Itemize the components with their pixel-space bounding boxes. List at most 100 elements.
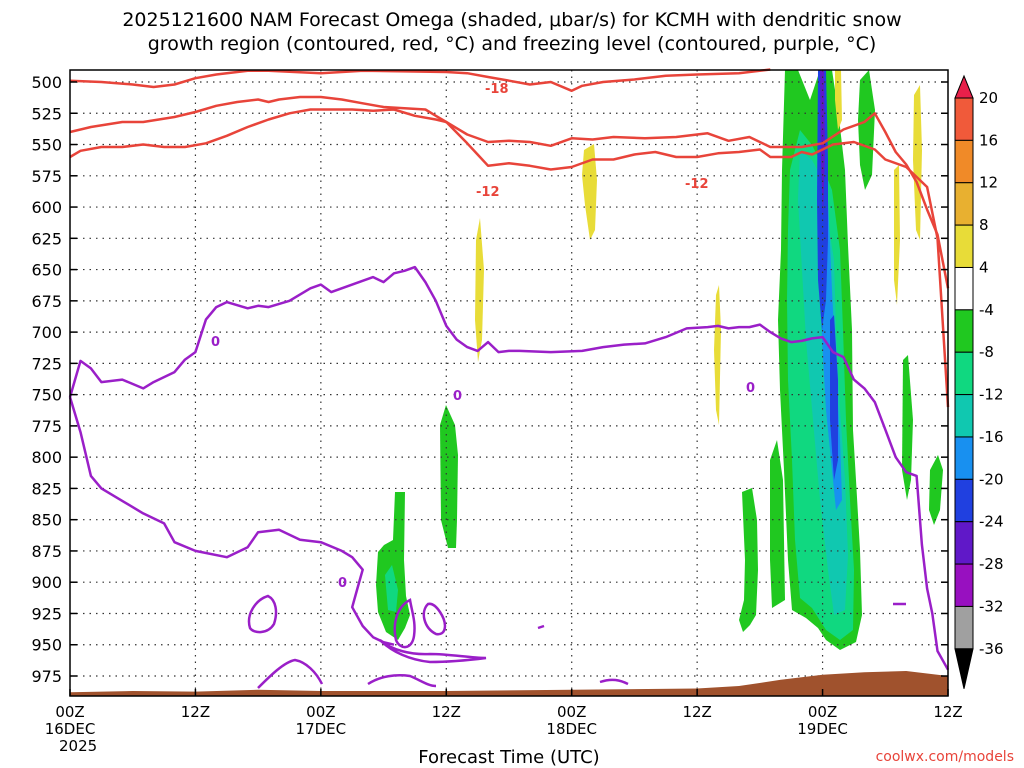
colorbar-swatch-7	[954, 351, 974, 396]
omega-green-region-c	[739, 488, 758, 632]
y-tick-label-600: 600	[31, 198, 62, 217]
colorbar-swatch-6	[954, 309, 974, 353]
colorbar-cap-bottom	[954, 648, 974, 689]
colorbar-label-4: 4	[979, 258, 989, 276]
x-tick-label-time-72: 00Z	[808, 703, 837, 721]
contour-label-minus18: -18	[485, 82, 509, 97]
freezing-level-loop-small-b	[393, 598, 416, 649]
freezing-level-segment-g	[599, 678, 629, 686]
x-tick-label-time-48: 00Z	[557, 703, 586, 721]
omega-yellow-region-f	[913, 85, 922, 240]
freezing-level-loop-small-c	[422, 602, 447, 636]
x-axis-label: Forecast Time (UTC)	[418, 747, 599, 768]
colorbar-swatch-1	[954, 97, 974, 141]
colorbar-label-5: -4	[979, 301, 994, 319]
freezing-level-segment-e	[257, 658, 324, 689]
y-tick-label-525: 525	[31, 104, 62, 123]
y-tick-label-575: 575	[31, 167, 62, 186]
y-tick-label-675: 675	[31, 292, 62, 311]
x-tick-label-time-12: 12Z	[181, 703, 210, 721]
freezing-level-segment-f	[367, 674, 437, 688]
colorbar-label-6: -8	[979, 343, 994, 361]
contour-series-2	[69, 108, 950, 408]
y-tick-label-650: 650	[31, 261, 62, 280]
x-tick-label-time-84: 12Z	[933, 703, 962, 721]
contour-label-zero-d: 0	[338, 576, 347, 591]
omega-green-region-e	[902, 355, 913, 500]
omega-purple-core	[820, 70, 825, 220]
y-tick-label-925: 925	[31, 604, 62, 623]
y-tick-label-800: 800	[31, 448, 62, 467]
y-tick-label-825: 825	[31, 479, 62, 498]
colorbar-swatch-9	[954, 436, 974, 480]
contour-series-1	[69, 95, 950, 289]
contour-label-zero-c: 0	[746, 381, 755, 396]
y-tick-label-850: 850	[31, 511, 62, 530]
y-tick-label-950: 950	[31, 636, 62, 655]
colorbar-swatch-2	[954, 139, 974, 184]
colorbar-label-12: -32	[979, 597, 1004, 615]
y-tick-label-625: 625	[31, 229, 62, 248]
colorbar-label-0: 20	[979, 89, 998, 107]
colorbar: 20 16 12 8 4 -4 -8 -12 -16 -20 -24 -28 -32 -36	[954, 74, 1004, 689]
colorbar-label-13: -36	[979, 640, 1004, 658]
omega-yellow-region-c	[714, 285, 721, 425]
colorbar-swatch-12	[954, 563, 974, 607]
contour-series-0	[69, 68, 771, 93]
colorbar-swatch-5	[954, 266, 974, 311]
chart-title-line-1: 2025121600 NAM Forecast Omega (shaded, μ…	[122, 9, 901, 31]
y-tick-label-875: 875	[31, 542, 62, 561]
x-tick-label-date-0: 16DEC	[45, 720, 96, 738]
colorbar-cap-top	[954, 74, 974, 99]
y-tick-label-775: 775	[31, 417, 62, 436]
colorbar-label-7: -12	[979, 386, 1004, 404]
freezing-level-loop-small-a	[247, 594, 278, 634]
grid-lines	[70, 70, 948, 696]
y-tick-label-750: 750	[31, 386, 62, 405]
x-tick-label-time-60: 12Z	[682, 703, 711, 721]
x-tick-label-date-24: 17DEC	[296, 720, 347, 738]
colorbar-label-10: -24	[979, 513, 1004, 531]
omega-shading	[376, 70, 943, 650]
y-tick-label-700: 700	[31, 323, 62, 342]
y-tick-label-500: 500	[31, 73, 62, 92]
x-tick-label-date-48: 18DEC	[546, 720, 597, 738]
omega-green-region-f	[929, 455, 943, 525]
freezing-level-loop-small-d	[379, 639, 487, 664]
contour-label-minus12-a: -12	[476, 185, 500, 200]
contour-label-zero-a: 0	[211, 335, 220, 350]
x-tick-label-time-36: 12Z	[432, 703, 461, 721]
terrain-surface	[70, 671, 948, 696]
omega-green-region-d	[770, 440, 785, 608]
colorbar-swatch-4	[954, 224, 974, 268]
colorbar-swatch-10	[954, 478, 974, 523]
credit-text: coolwx.com/models	[876, 749, 1014, 765]
freezing-level-segment-h	[537, 624, 545, 630]
x-tick-label-year-0: 2025	[59, 737, 97, 755]
contour-labels: -18 -12 -12 0 0 0 0	[211, 82, 755, 591]
y-axis-ticks: 500 525 550 575 600 625 650 675 700 725 750 775 800 8…	[31, 73, 948, 686]
omega-green-region-b	[440, 405, 458, 548]
colorbar-label-1: 16	[979, 131, 998, 149]
contour-lines	[68, 68, 950, 671]
colorbar-swatch-8	[954, 394, 974, 438]
y-tick-label-900: 900	[31, 573, 62, 592]
y-tick-label-725: 725	[31, 354, 62, 373]
contour-series-4	[68, 396, 395, 646]
plot-frame	[69, 69, 949, 697]
omega-green-region-upper-right	[858, 70, 875, 190]
colorbar-swatch-3	[954, 182, 974, 226]
contour-series-3	[68, 265, 950, 671]
colorbar-label-11: -28	[979, 555, 1004, 573]
colorbar-label-9: -20	[979, 470, 1004, 488]
omega-yellow-region-b	[582, 144, 597, 240]
contour-label-zero-b: 0	[453, 389, 462, 404]
omega-yellow-region-a	[475, 218, 484, 362]
x-tick-label-time-0: 00Z	[55, 703, 84, 721]
chart-title-line-2: growth region (contoured, red, °C) and f…	[148, 33, 877, 55]
colorbar-swatch-11	[954, 521, 974, 565]
y-tick-label-550: 550	[31, 136, 62, 155]
colorbar-label-8: -16	[979, 428, 1004, 446]
omega-indigo-region	[830, 315, 838, 480]
